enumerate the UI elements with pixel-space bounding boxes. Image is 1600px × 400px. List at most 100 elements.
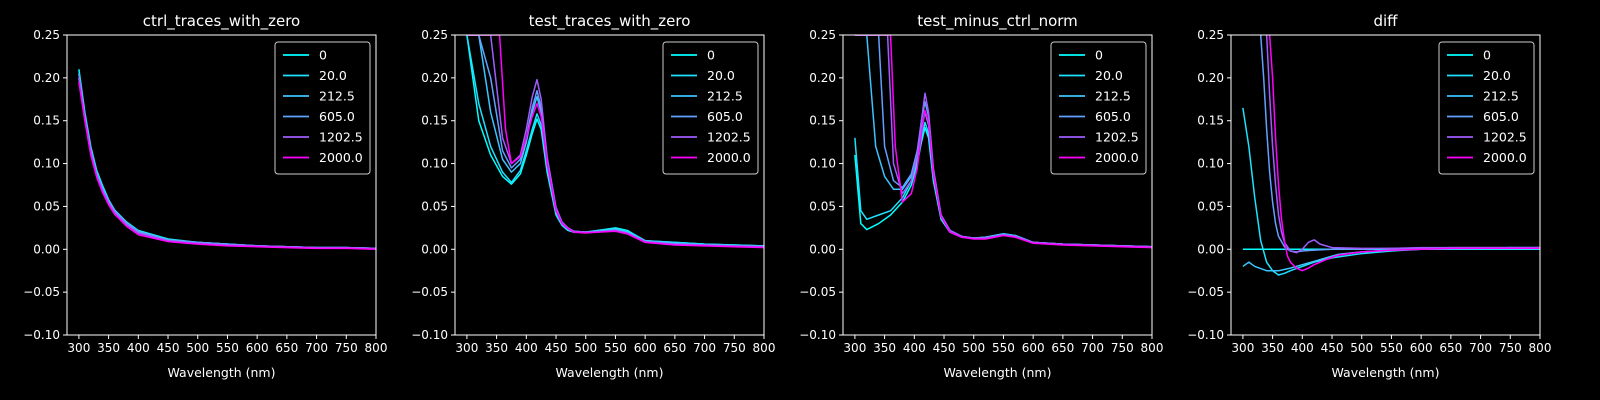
x-tick-label: 450 [545, 341, 568, 355]
legend-entry: 2000.0 [1483, 150, 1527, 165]
y-tick-label: 0.05 [1197, 199, 1224, 213]
x-tick-label: 500 [574, 341, 597, 355]
x-tick-label: 650 [1051, 341, 1074, 355]
x-tick-label: 800 [1141, 341, 1164, 355]
y-tick-label: 0.20 [33, 71, 60, 85]
x-tick-label: 700 [305, 341, 328, 355]
x-tick-label: 650 [663, 341, 686, 355]
legend-entry: 1202.5 [1095, 130, 1139, 145]
legend-entry: 605.0 [319, 109, 355, 124]
series-line-20.0 [1242, 107, 1540, 276]
y-tick-label: 0.20 [809, 71, 836, 85]
x-tick-label: 350 [485, 341, 508, 355]
chart-panel-2: test_traces_with_zero 300 350 400 450 500 550 6… [411, 12, 775, 380]
x-tick-label: 300 [843, 341, 866, 355]
chart-title: diff [1373, 12, 1398, 30]
y-tick-label: 0.10 [421, 157, 448, 171]
x-tick-label: 500 [1350, 341, 1373, 355]
legend-entry: 1202.5 [707, 130, 751, 145]
x-axis-label: Wavelength (nm) [944, 365, 1052, 380]
x-tick-label: 700 [1469, 341, 1492, 355]
x-tick-label: 600 [246, 341, 269, 355]
series-lines [466, 35, 764, 249]
y-tick-label: −0.05 [411, 285, 448, 299]
x-tick-label: 750 [1499, 341, 1522, 355]
axes-frame [454, 34, 765, 336]
y-tick-label: 0.00 [1197, 242, 1224, 256]
series-lines [78, 69, 376, 251]
x-tick-label: 550 [1380, 341, 1403, 355]
y-tick-label: 0.10 [1197, 157, 1224, 171]
x-tick-label: 400 [1291, 341, 1314, 355]
x-tick-label: 650 [1439, 341, 1462, 355]
x-tick-label: 550 [992, 341, 1015, 355]
y-tick-label: −0.10 [23, 328, 60, 342]
x-tick-label: 550 [216, 341, 239, 355]
series-line-2000.0 [78, 82, 376, 251]
x-tick-label: 500 [962, 341, 985, 355]
legend-entry: 2000.0 [707, 150, 751, 165]
legend: 0 20.0 212.5 605.0 1202.5 2000.0 [274, 41, 371, 175]
legend-entry: 212.5 [1483, 89, 1519, 104]
y-tick-label: 0.15 [33, 114, 60, 128]
y-tick-label: −0.05 [799, 285, 836, 299]
y-tick-label: 0.05 [809, 199, 836, 213]
x-tick-label: 500 [186, 341, 209, 355]
y-tick-label: 0.10 [33, 157, 60, 171]
chart-title: test_minus_ctrl_norm [917, 12, 1078, 31]
legend-entry: 212.5 [707, 89, 743, 104]
y-tick-label: 0.25 [421, 28, 448, 42]
x-tick-label: 350 [1261, 341, 1284, 355]
x-tick-label: 800 [365, 341, 388, 355]
chart-panel-1: ctrl_traces_with_zero 300 350 400 450 500 550 6… [23, 12, 387, 380]
legend-entry: 20.0 [707, 68, 735, 83]
x-tick-label: 450 [157, 341, 180, 355]
legend-entry: 1202.5 [319, 130, 363, 145]
x-tick-label: 600 [1022, 341, 1045, 355]
x-tick-label: 400 [903, 341, 926, 355]
axes-frame [1230, 34, 1541, 336]
legend-entry: 605.0 [707, 109, 743, 124]
legend-entry: 605.0 [1483, 109, 1519, 124]
x-tick-label: 450 [1321, 341, 1344, 355]
x-tick-label: 750 [723, 341, 746, 355]
y-tick-label: −0.10 [411, 328, 448, 342]
x-tick-label: 650 [275, 341, 298, 355]
series-lines [854, 35, 1152, 249]
x-tick-label: 350 [873, 341, 896, 355]
x-axis-label: Wavelength (nm) [168, 365, 276, 380]
legend-entry: 1202.5 [1483, 130, 1527, 145]
series-line-2000.0 [466, 35, 764, 249]
x-tick-label: 450 [933, 341, 956, 355]
x-tick-label: 700 [1081, 341, 1104, 355]
axes-frame [66, 34, 377, 336]
legend-entry: 0 [1095, 48, 1103, 63]
legend-entry: 605.0 [1095, 109, 1131, 124]
x-tick-label: 600 [1410, 341, 1433, 355]
y-tick-label: 0.10 [809, 157, 836, 171]
series-line-2000.0 [1268, 35, 1540, 272]
chart-title: ctrl_traces_with_zero [143, 12, 300, 31]
y-tick-label: 0.15 [809, 114, 836, 128]
y-tick-label: 0.20 [421, 71, 448, 85]
axes-frame [842, 34, 1153, 336]
x-tick-label: 600 [634, 341, 657, 355]
series-lines [1242, 35, 1540, 276]
x-axis-label: Wavelength (nm) [556, 365, 664, 380]
x-tick-label: 700 [693, 341, 716, 355]
y-tick-label: 0.25 [1197, 28, 1224, 42]
y-tick-label: −0.10 [799, 328, 836, 342]
legend-entry: 2000.0 [319, 150, 363, 165]
x-tick-label: 550 [604, 341, 627, 355]
x-tick-label: 300 [1231, 341, 1254, 355]
y-tick-label: 0.00 [809, 242, 836, 256]
chart-panel-3: test_minus_ctrl_norm 300 350 400 450 500 550 60… [799, 12, 1163, 380]
legend-entry: 20.0 [1483, 68, 1511, 83]
legend-entry: 0 [1483, 48, 1491, 63]
x-tick-label: 400 [515, 341, 538, 355]
series-line-1202.5 [1265, 35, 1540, 254]
y-tick-label: 0.05 [421, 199, 448, 213]
legend: 0 20.0 212.5 605.0 1202.5 2000.0 [662, 41, 759, 175]
y-tick-label: 0.15 [421, 114, 448, 128]
